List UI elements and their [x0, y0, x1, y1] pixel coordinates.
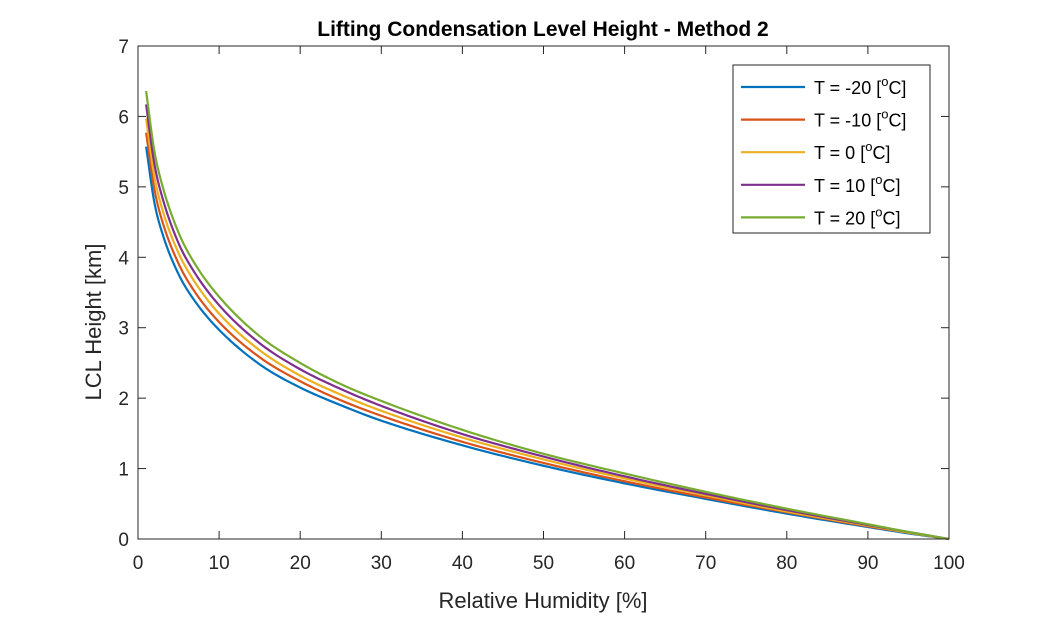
y-tick-label: 3	[118, 319, 129, 340]
y-tick-label: 5	[118, 178, 129, 199]
ticks-layer: 0 10 20 30 40 50 60 70 80 90 100 0 1 2 3 4 5 6 7	[118, 37, 964, 574]
legend-label: T = -10 [oC]	[814, 107, 906, 131]
series-line-4	[145, 90, 950, 541]
x-tick-label: 20	[290, 553, 311, 574]
y-axis-title: LCL Height [km]	[81, 244, 106, 401]
legend-label: T = 0 [oC]	[814, 139, 890, 163]
legend-label: T = -20 [oC]	[814, 74, 906, 98]
x-tick-label: 0	[133, 553, 144, 574]
x-tick-label: 10	[209, 553, 230, 574]
legend: T = -20 [oC] T = -10 [oC] T = 0 [oC] T = 10…	[732, 64, 931, 234]
x-tick-label: 40	[452, 553, 473, 574]
series-line-3	[145, 104, 950, 541]
legend-item: T = -20 [oC]	[741, 74, 906, 98]
series-line-0	[145, 146, 950, 541]
x-axis-title: Relative Humidity [%]	[438, 588, 647, 613]
x-tick-label: 100	[933, 553, 965, 574]
legend-item: T = 20 [oC]	[741, 204, 900, 228]
legend-item: T = 0 [oC]	[741, 139, 890, 163]
x-tick-label: 90	[857, 553, 878, 574]
legend-item: T = 10 [oC]	[741, 172, 900, 196]
y-tick-label: 1	[118, 460, 129, 481]
y-tick-label: 6	[118, 107, 129, 128]
y-tick-label: 0	[118, 530, 129, 551]
series-line-2	[145, 118, 950, 541]
legend-label: T = 10 [oC]	[814, 172, 900, 196]
legend-box	[732, 64, 931, 234]
y-tick-label: 2	[118, 389, 129, 410]
x-tick-label: 30	[371, 553, 392, 574]
y-tick-label: 4	[118, 248, 129, 269]
series-layer	[145, 90, 950, 541]
x-tick-label: 70	[695, 553, 716, 574]
legend-label: T = 20 [oC]	[814, 204, 900, 228]
x-tick-label: 80	[776, 553, 797, 574]
x-tick-label: 50	[533, 553, 554, 574]
chart-title: Lifting Condensation Level Height - Meth…	[317, 18, 769, 41]
y-tick-label: 7	[118, 37, 129, 58]
legend-item: T = -10 [oC]	[741, 107, 906, 131]
x-tick-label: 60	[614, 553, 635, 574]
